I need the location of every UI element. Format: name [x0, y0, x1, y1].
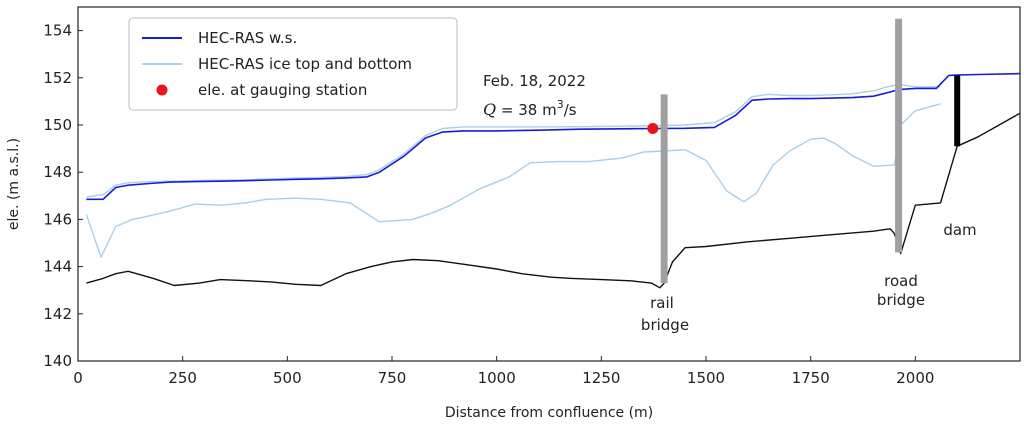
y-tick-label: 150 — [43, 116, 72, 134]
ticks-layer: 0 250 500 750 1000 1250 1500 1750 2000 140 142 144 1… — [43, 22, 934, 387]
x-tick-label: 1000 — [478, 369, 516, 387]
road-bridge-label-line2: bridge — [877, 291, 925, 309]
x-tick-label: 0 — [73, 369, 83, 387]
bed-line — [86, 112, 1021, 289]
x-tick-label: 1250 — [582, 369, 620, 387]
y-tick-label: 152 — [43, 69, 72, 87]
x-tick-label: 750 — [378, 369, 407, 387]
x-tick-label: 1750 — [792, 369, 830, 387]
flow-equals-value: = 38 m — [496, 101, 557, 119]
legend: HEC-RAS w.s. HEC-RAS ice top and bottom … — [128, 17, 458, 111]
ice-bottom-line — [85, 103, 941, 258]
rail-bridge-label-line2: bridge — [641, 316, 689, 334]
y-tick-label: 148 — [43, 163, 72, 181]
flow-unit: /s — [564, 101, 577, 119]
legend-label-ws: HEC-RAS w.s. — [198, 29, 297, 47]
marks-layer — [647, 18, 961, 284]
legend-label-ice: HEC-RAS ice top and bottom — [198, 55, 412, 73]
x-tick-label: 250 — [168, 369, 197, 387]
rail-bridge-label-line1: rail — [650, 294, 674, 312]
plot-frame — [77, 6, 1021, 362]
flow-exponent: 3 — [557, 98, 564, 111]
road-bridge-label-line1: road — [884, 272, 918, 290]
y-tick-label: 140 — [43, 352, 72, 370]
legend-box — [128, 17, 458, 111]
x-tick-label: 1500 — [687, 369, 725, 387]
dam-label: dam — [943, 221, 976, 239]
series-layer — [85, 72, 1021, 289]
flow-q-symbol: Q — [483, 100, 496, 119]
y-tick-label: 146 — [43, 210, 72, 228]
flow-annotation: Q = 38 m3/s — [483, 98, 577, 119]
x-tick-label: 500 — [273, 369, 302, 387]
y-tick-label: 144 — [43, 258, 72, 276]
ws-line — [86, 72, 1021, 201]
y-axis-title: ele. (m a.s.l.) — [6, 138, 22, 230]
gauging-station-point — [647, 123, 659, 135]
y-tick-label: 154 — [43, 22, 72, 40]
legend-label-gauging: ele. at gauging station — [198, 81, 367, 99]
x-axis-title: Distance from confluence (m) — [445, 405, 653, 421]
ice-top-line — [86, 83, 941, 198]
legend-marker-gauging — [156, 84, 168, 96]
y-tick-label: 142 — [43, 305, 72, 323]
x-tick-label: 2000 — [896, 369, 934, 387]
date-annotation: Feb. 18, 2022 — [483, 72, 586, 90]
